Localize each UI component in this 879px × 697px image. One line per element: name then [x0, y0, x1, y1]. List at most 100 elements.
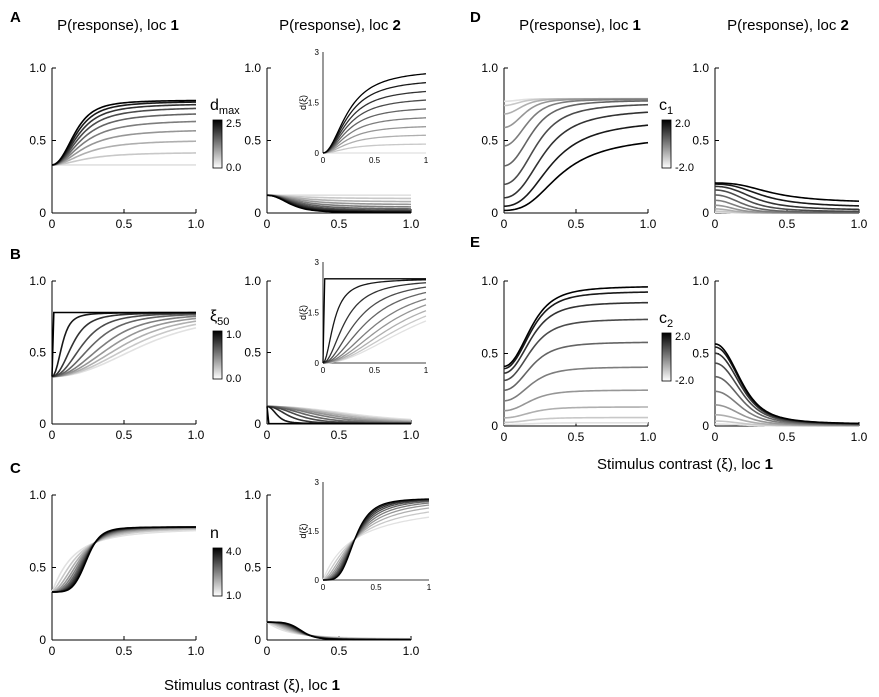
x-tick-label: 0.5	[331, 428, 348, 442]
series-line-loc1	[51, 101, 197, 166]
series-line-loc1	[51, 323, 197, 378]
x-tick-label: 1.0	[851, 430, 868, 444]
x-tick-label: 0	[264, 217, 271, 231]
x-tick-label: 0.5	[331, 217, 348, 231]
series-line-loc1	[51, 140, 197, 166]
series-line-loc1	[51, 99, 197, 166]
y-tick-label: 0	[491, 419, 498, 433]
x-tick-label: 1.0	[403, 217, 420, 231]
x-tick-label: 0.5	[116, 217, 133, 231]
series-line-loc1	[503, 100, 649, 167]
series-line-loc1	[503, 141, 649, 212]
y-tick-label: 0	[254, 206, 261, 220]
series-line-loc1	[51, 129, 197, 166]
y-tick-label: 1.0	[481, 61, 498, 75]
series-line-loc1	[52, 526, 196, 593]
series-line-loc2	[266, 194, 412, 214]
inset-x-tick-label: 0	[321, 156, 326, 165]
series-line-loc2	[714, 194, 859, 214]
y-tick-label: 1.0	[29, 488, 46, 502]
series-line-loc1	[51, 120, 197, 166]
inset-y-tick-label: 3	[315, 48, 320, 57]
x-tick-label: 1.0	[188, 644, 205, 658]
y-tick-label: 1.0	[29, 61, 46, 75]
inset-curve	[322, 500, 430, 581]
inset-curve	[322, 310, 427, 364]
inset-y-tick-label: 1.5	[308, 309, 320, 318]
panel-letter: C	[10, 460, 21, 477]
series-line-loc1	[51, 317, 197, 378]
series-line-loc1	[503, 318, 649, 382]
y-tick-label: 1.0	[692, 61, 709, 75]
series-line-loc2	[266, 194, 412, 210]
inset-curve	[322, 504, 430, 581]
x-tick-label: 0	[49, 428, 56, 442]
col-title-left-loc2: P(response), loc 2	[279, 17, 401, 34]
y-tick-label: 0	[39, 417, 46, 431]
series-line-loc2	[714, 189, 860, 213]
x-tick-label: 1.0	[851, 217, 868, 231]
series-line-loc1	[51, 315, 197, 378]
inset-curve	[322, 499, 430, 581]
series-line-loc2	[714, 185, 860, 211]
col-title-left-loc1: P(response), loc 1	[57, 17, 179, 34]
x-tick-label: 0.5	[568, 430, 585, 444]
inset-curve	[322, 315, 427, 364]
y-tick-label: 0.5	[481, 347, 498, 361]
series-line-loc2	[266, 194, 412, 206]
inset-curve	[323, 498, 430, 581]
colorbar-label: ξ50	[210, 308, 229, 328]
series-line-loc1	[503, 286, 649, 368]
series-line-loc2	[267, 621, 411, 641]
y-tick-label: 1.0	[244, 488, 261, 502]
inset-y-tick-label: 3	[315, 478, 320, 487]
series-line-loc1	[503, 103, 649, 186]
col-title-right-loc2: P(response), loc 2	[727, 17, 849, 34]
y-tick-label: 0.5	[244, 134, 261, 148]
series-line-loc2	[266, 194, 412, 212]
inset-curve	[322, 278, 426, 364]
inset-curve	[322, 502, 430, 581]
series-line-loc1	[51, 313, 197, 378]
inset-curve	[322, 90, 427, 154]
x-tick-label: 0	[49, 217, 56, 231]
colorbar-max: 2.5	[226, 118, 241, 130]
inset-x-tick-label: 0.5	[369, 366, 381, 375]
x-tick-label: 0	[712, 430, 719, 444]
series-line-loc1	[503, 366, 649, 402]
colorbar-label-sub: 1	[667, 105, 673, 117]
colorbar-label-sub: 2	[667, 318, 673, 330]
inset-x-tick-label: 0	[321, 583, 326, 592]
y-tick-label: 0	[702, 206, 709, 220]
inset-curve	[322, 82, 427, 154]
colorbar-min: -2.0	[675, 162, 694, 174]
colorbar-min: 1.0	[226, 590, 241, 602]
y-tick-label: 1.0	[244, 61, 261, 75]
inset-curve	[322, 298, 427, 364]
inset-curve	[322, 99, 427, 154]
y-tick-label: 1.0	[481, 274, 498, 288]
y-tick-label: 1.0	[244, 274, 261, 288]
inset-y-tick-label: 0	[315, 149, 320, 158]
inset-y-label: d(ξ)	[298, 305, 308, 320]
inset-curve	[322, 282, 427, 364]
x-tick-label: 1.0	[640, 430, 657, 444]
inset-curve	[322, 304, 427, 364]
x-tick-label: 0.5	[116, 428, 133, 442]
series-line-loc1	[503, 406, 649, 419]
series-line-loc1	[503, 111, 649, 199]
series-line-loc2	[714, 182, 860, 202]
x-tick-label: 0	[49, 644, 56, 658]
colorbar-label-sub: 50	[217, 316, 229, 328]
series-line-loc1	[51, 529, 197, 593]
inset-x-tick-label: 1	[424, 366, 429, 375]
x-axis-label-right: Stimulus contrast (ξ), loc 1	[597, 456, 773, 473]
x-tick-label: 0	[501, 430, 508, 444]
inset-curve	[322, 117, 427, 154]
inset-curve	[322, 511, 430, 581]
series-line-loc1	[51, 312, 197, 378]
inset-y-tick-label: 0	[315, 359, 320, 368]
x-tick-label: 0	[264, 644, 271, 658]
colorbar-min: -2.0	[675, 375, 694, 387]
inset-x-tick-label: 1	[427, 583, 432, 592]
